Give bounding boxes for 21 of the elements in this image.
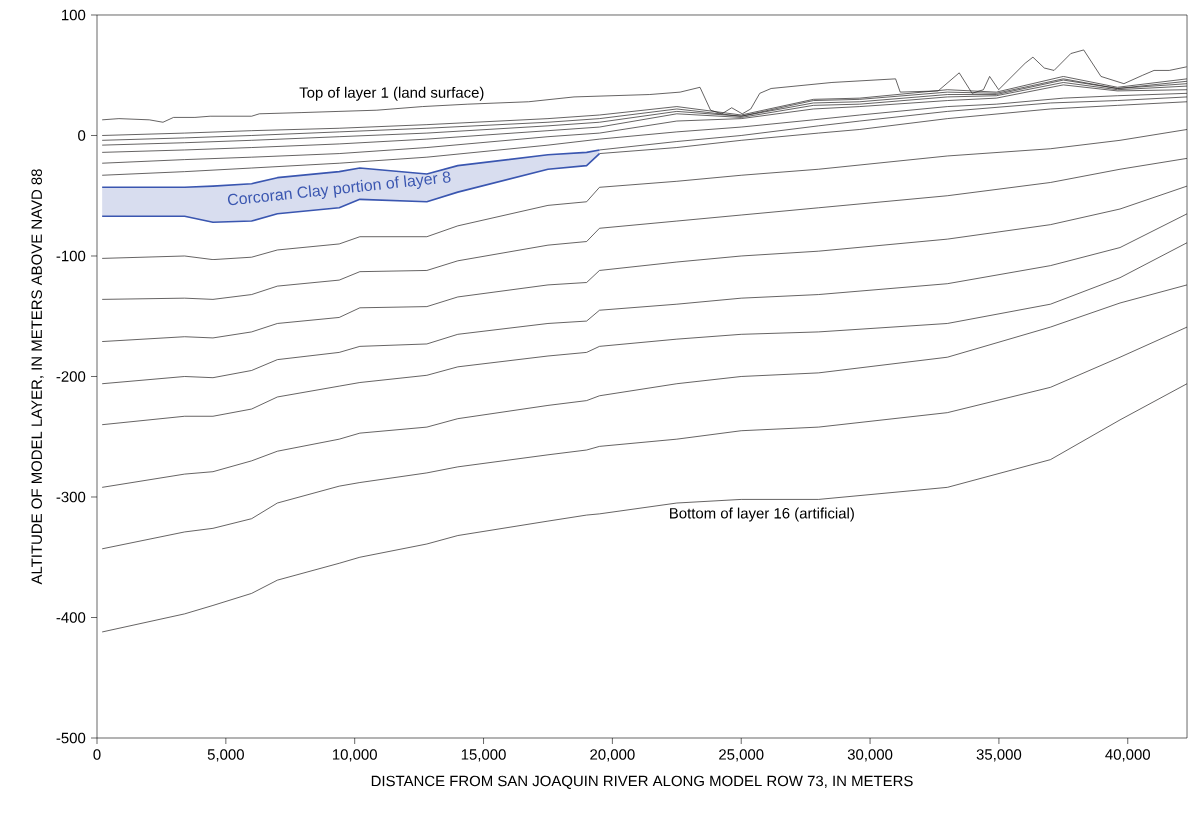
x-tick-label: 15,000: [461, 749, 506, 762]
annotation: Bottom of layer 16 (artificial): [670, 507, 854, 522]
x-tick-label: 40,000: [1105, 749, 1151, 762]
y-tick-label: -400: [56, 612, 86, 623]
y-tick-label: -100: [56, 250, 86, 262]
x-tick-label: 0: [93, 749, 101, 760]
x-tick-label: 5,000: [207, 749, 244, 762]
x-tick-label: 25,000: [719, 749, 764, 762]
x-tick-label: 35,000: [976, 749, 1022, 762]
y-axis-title: ALTITUDE OF MODEL LAYER, IN METERS ABOVE NAVD 88: [31, 169, 44, 585]
y-tick-label: -300: [56, 491, 86, 503]
y-tick-label: 0: [78, 130, 86, 141]
text: Corcoran Clay portion of layer 8: [227, 171, 451, 206]
y-tick-label: 100: [62, 9, 86, 21]
x-tick-label: 30,000: [847, 749, 893, 762]
y-tick-label: -500: [56, 732, 86, 744]
x-axis-title: DISTANCE FROM SAN JOAQUIN RIVER ALONG MODEL ROW 73, IN METERS: [371, 775, 913, 789]
x-tick-label: 20,000: [590, 749, 635, 762]
y-tick-label: -200: [56, 371, 86, 382]
x-tick-label: 10,000: [332, 749, 377, 762]
annotation: Top of layer 1 (land surface): [299, 86, 484, 101]
